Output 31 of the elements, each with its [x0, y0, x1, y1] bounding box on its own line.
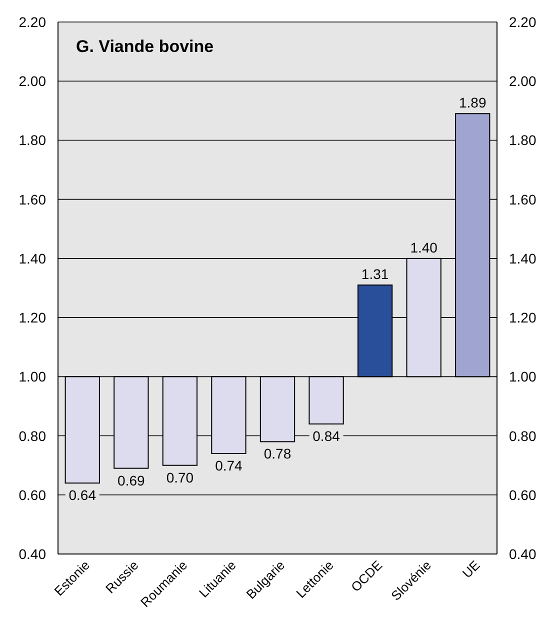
y-tick-label: 0.80 [18, 428, 46, 444]
data-label: 1.89 [458, 94, 486, 111]
text: G. Viande bovine [76, 37, 214, 56]
y-tick-label: 0.40 [18, 546, 46, 562]
y2-tick-label: 1.00 [509, 368, 536, 385]
y2-tick-label: 0.60 [509, 486, 536, 503]
y-tick-label: 2.20 [18, 14, 46, 30]
data-label: 0.74 [215, 458, 243, 474]
y2-tick-label: 1.80 [509, 132, 536, 148]
y2-tick-label: 0.80 [509, 428, 536, 444]
y-tick-label: 1.80 [18, 132, 46, 148]
data-label: 0.84 [312, 428, 340, 444]
x-tick-label: UE [459, 557, 483, 581]
y2-tick-label: 2.20 [509, 14, 536, 30]
y2-tick-label: 1.60 [509, 191, 536, 208]
data-label: 1.31 [361, 266, 389, 282]
data-label: 1.40 [410, 239, 438, 256]
y-tick-label: 1.60 [18, 191, 46, 208]
data-label: 0.70 [166, 469, 194, 486]
y2-tick-label: 0.40 [509, 546, 536, 562]
data-label: 0.78 [264, 446, 292, 462]
y-tick-label: 1.00 [18, 368, 46, 385]
y-tick-label: 1.20 [18, 310, 46, 326]
data-label: 0.69 [118, 472, 146, 488]
y-tick-label: 1.40 [18, 250, 46, 266]
y2-tick-label: 1.20 [509, 310, 536, 326]
y-tick-label: 2.00 [18, 73, 46, 90]
y2-tick-label: 1.40 [509, 250, 536, 266]
y-tick-label: 0.60 [18, 486, 46, 503]
y2-tick-label: 2.00 [509, 73, 536, 90]
data-label: 0.64 [68, 487, 96, 504]
